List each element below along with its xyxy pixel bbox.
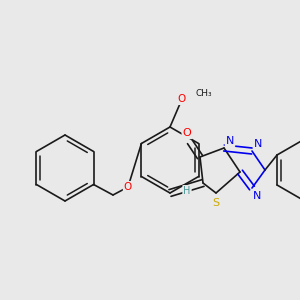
- Text: N: N: [253, 191, 261, 201]
- Text: O: O: [183, 128, 191, 138]
- Text: N: N: [254, 139, 262, 149]
- Text: N: N: [226, 136, 234, 146]
- Text: S: S: [212, 198, 220, 208]
- Text: H: H: [183, 186, 191, 196]
- Text: O: O: [124, 182, 132, 192]
- Text: O: O: [178, 94, 186, 104]
- Text: CH₃: CH₃: [196, 89, 213, 98]
